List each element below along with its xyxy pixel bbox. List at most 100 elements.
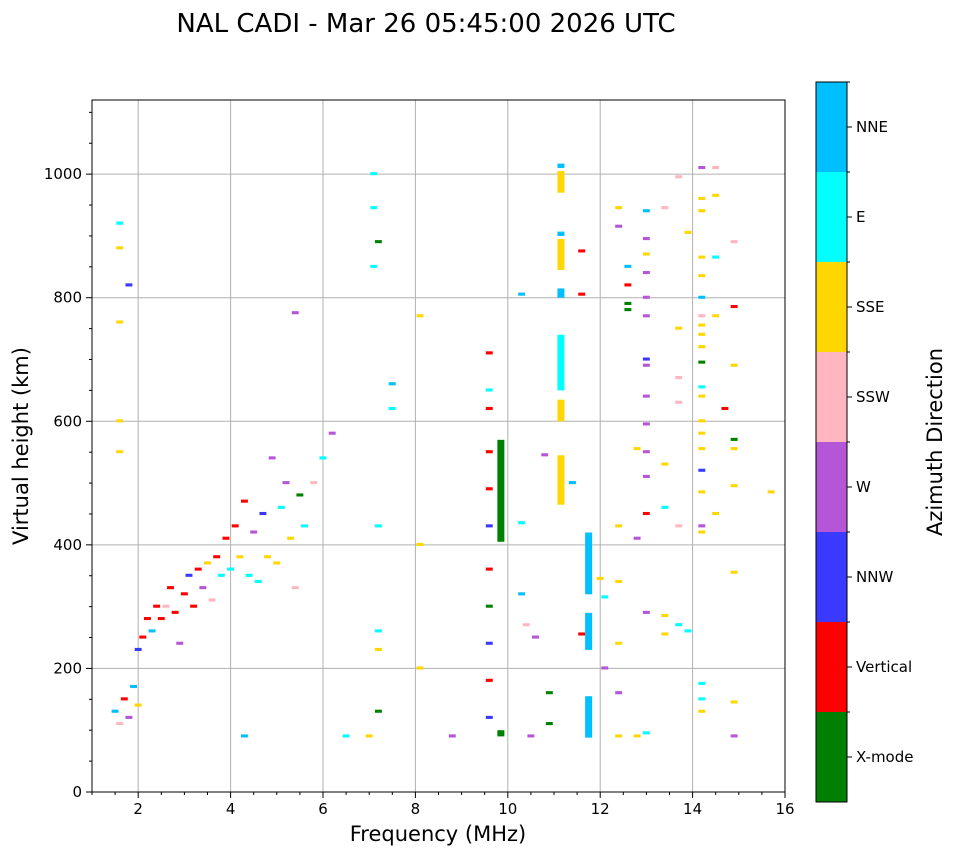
scattered-echo (615, 206, 623, 210)
chart-title: NAL CADI - Mar 26 05:45:00 2026 UTC (176, 9, 675, 39)
scattered-echo (624, 283, 632, 287)
scattered-echo (698, 295, 706, 299)
scattered-echo (661, 632, 669, 636)
scattered-echo (698, 468, 706, 472)
trace-echo (162, 604, 170, 608)
trace-echo (190, 604, 198, 608)
colorbar-swatch (816, 172, 847, 262)
scattered-echo (661, 206, 669, 210)
scattered-echo (698, 681, 706, 685)
scattered-echo (370, 206, 378, 210)
trace-echo (236, 555, 244, 559)
scattered-echo (730, 484, 738, 488)
scattered-echo (240, 734, 248, 738)
scattered-echo (601, 666, 609, 670)
scattered-echo (675, 376, 683, 380)
scattered-echo (698, 255, 706, 259)
scattered-echo (615, 734, 623, 738)
colorbar-swatch (816, 712, 847, 802)
scattered-echo (624, 308, 632, 312)
scattered-echo (416, 314, 424, 318)
scattered-echo (730, 447, 738, 451)
scattered-echo (633, 447, 641, 451)
echo-column (557, 455, 565, 505)
scattered-echo (374, 629, 382, 633)
scattered-echo (730, 734, 738, 738)
colorbar-swatch (816, 262, 847, 352)
scattered-echo (767, 490, 775, 494)
scattered-echo (342, 734, 350, 738)
colorbar-swatch (816, 352, 847, 442)
scattered-echo (116, 320, 124, 324)
scattered-echo (642, 363, 650, 367)
echo-column (557, 334, 565, 391)
x-tick-label: 14 (683, 800, 702, 818)
scattered-echo (730, 570, 738, 574)
scattered-echo (661, 505, 669, 509)
scattered-echo (116, 221, 124, 225)
y-tick-label: 600 (53, 412, 82, 430)
scattered-echo (730, 240, 738, 244)
scattered-echo (365, 734, 373, 738)
scattered-echo (624, 264, 632, 268)
scattered-echo (578, 632, 586, 636)
trace-echo (287, 536, 295, 540)
scattered-echo (545, 691, 553, 695)
scattered-echo (633, 536, 641, 540)
scattered-echo (485, 388, 493, 392)
echo-column (497, 730, 505, 737)
scattered-echo (698, 314, 706, 318)
plot-area (92, 100, 785, 792)
scattered-echo (485, 524, 493, 528)
scattered-echo (730, 700, 738, 704)
scattered-echo (541, 453, 549, 457)
scattered-echo (578, 292, 586, 296)
trace-echo (125, 715, 133, 719)
scattered-echo (615, 224, 623, 228)
scattered-echo (698, 709, 706, 713)
scattered-echo (642, 422, 650, 426)
echo-column (585, 532, 593, 595)
scattered-echo (642, 511, 650, 516)
trace-echo (319, 456, 327, 460)
grid-lines (92, 100, 786, 793)
trace-echo (250, 530, 258, 534)
scattered-echo (698, 447, 706, 451)
trace-echo (296, 493, 304, 497)
scattered-echo (615, 579, 623, 584)
scattered-echo (661, 462, 669, 466)
scattered-echo (291, 311, 299, 315)
scattered-echo (374, 524, 382, 528)
scattered-echo (698, 394, 706, 398)
trace-echo (153, 604, 161, 608)
scattered-echo (642, 295, 650, 299)
trace-echo (116, 722, 124, 726)
scattered-echo (624, 301, 632, 305)
scattered-echo (116, 246, 124, 250)
trace-echo (208, 598, 216, 602)
y-axis: 0 200 400 600 800 1000 (44, 111, 92, 801)
scattered-echo (684, 629, 692, 633)
scattered-echo (698, 419, 706, 423)
colorbar: X-mode Vertical NNW W SSW SSE E NNE (815, 81, 913, 803)
scattered-echo (388, 406, 396, 411)
echo-column (497, 439, 505, 542)
trace-echo (227, 567, 235, 571)
trace-echo (245, 573, 253, 577)
scattered-echo (485, 678, 493, 682)
scattered-echo (527, 734, 535, 738)
trace-echo (310, 481, 318, 485)
scattered-echo (684, 230, 692, 234)
scattered-echo (675, 175, 683, 179)
scattered-echo (642, 252, 650, 256)
scattered-echo (485, 641, 493, 645)
echo-column (557, 231, 565, 236)
colorbar-label-sse: SSE (856, 298, 885, 316)
echo-column (557, 399, 565, 422)
trace-echo (180, 592, 188, 596)
scattered-echo (698, 697, 706, 701)
scattered-echo (448, 734, 456, 738)
scattered-echo (116, 419, 124, 423)
trace-echo (222, 536, 230, 540)
